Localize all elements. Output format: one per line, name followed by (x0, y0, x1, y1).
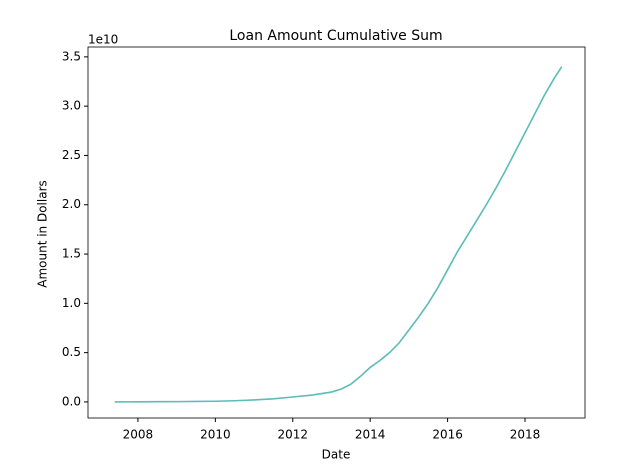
plot-frame (87, 46, 586, 419)
x-axis-label: Date (322, 448, 351, 462)
x-tick-label: 2018 (510, 428, 541, 442)
chart-title: Loan Amount Cumulative Sum (229, 28, 442, 44)
y-axis-label: Amount in Dollars (36, 180, 50, 288)
y-tick-label: 3.0 (62, 99, 81, 113)
x-tick-label: 2008 (123, 428, 154, 442)
y-tick-label: 1.5 (62, 247, 81, 261)
y-tick-label: 1.0 (62, 296, 81, 310)
data-line (114, 66, 563, 403)
y-tick-label: 3.5 (62, 49, 81, 63)
x-tick-label: 2010 (200, 428, 231, 442)
y-tick-label: 2.5 (62, 148, 81, 162)
x-tick-label: 2012 (277, 428, 308, 442)
y-tick-label: 0.5 (62, 345, 81, 359)
y-tick-label: 2.0 (62, 197, 81, 211)
x-tick-label: 2014 (355, 428, 386, 442)
y-tick-label: 0.0 (62, 394, 81, 408)
x-tick-label: 2016 (432, 428, 463, 442)
y-offset-label: 1e10 (88, 33, 118, 47)
